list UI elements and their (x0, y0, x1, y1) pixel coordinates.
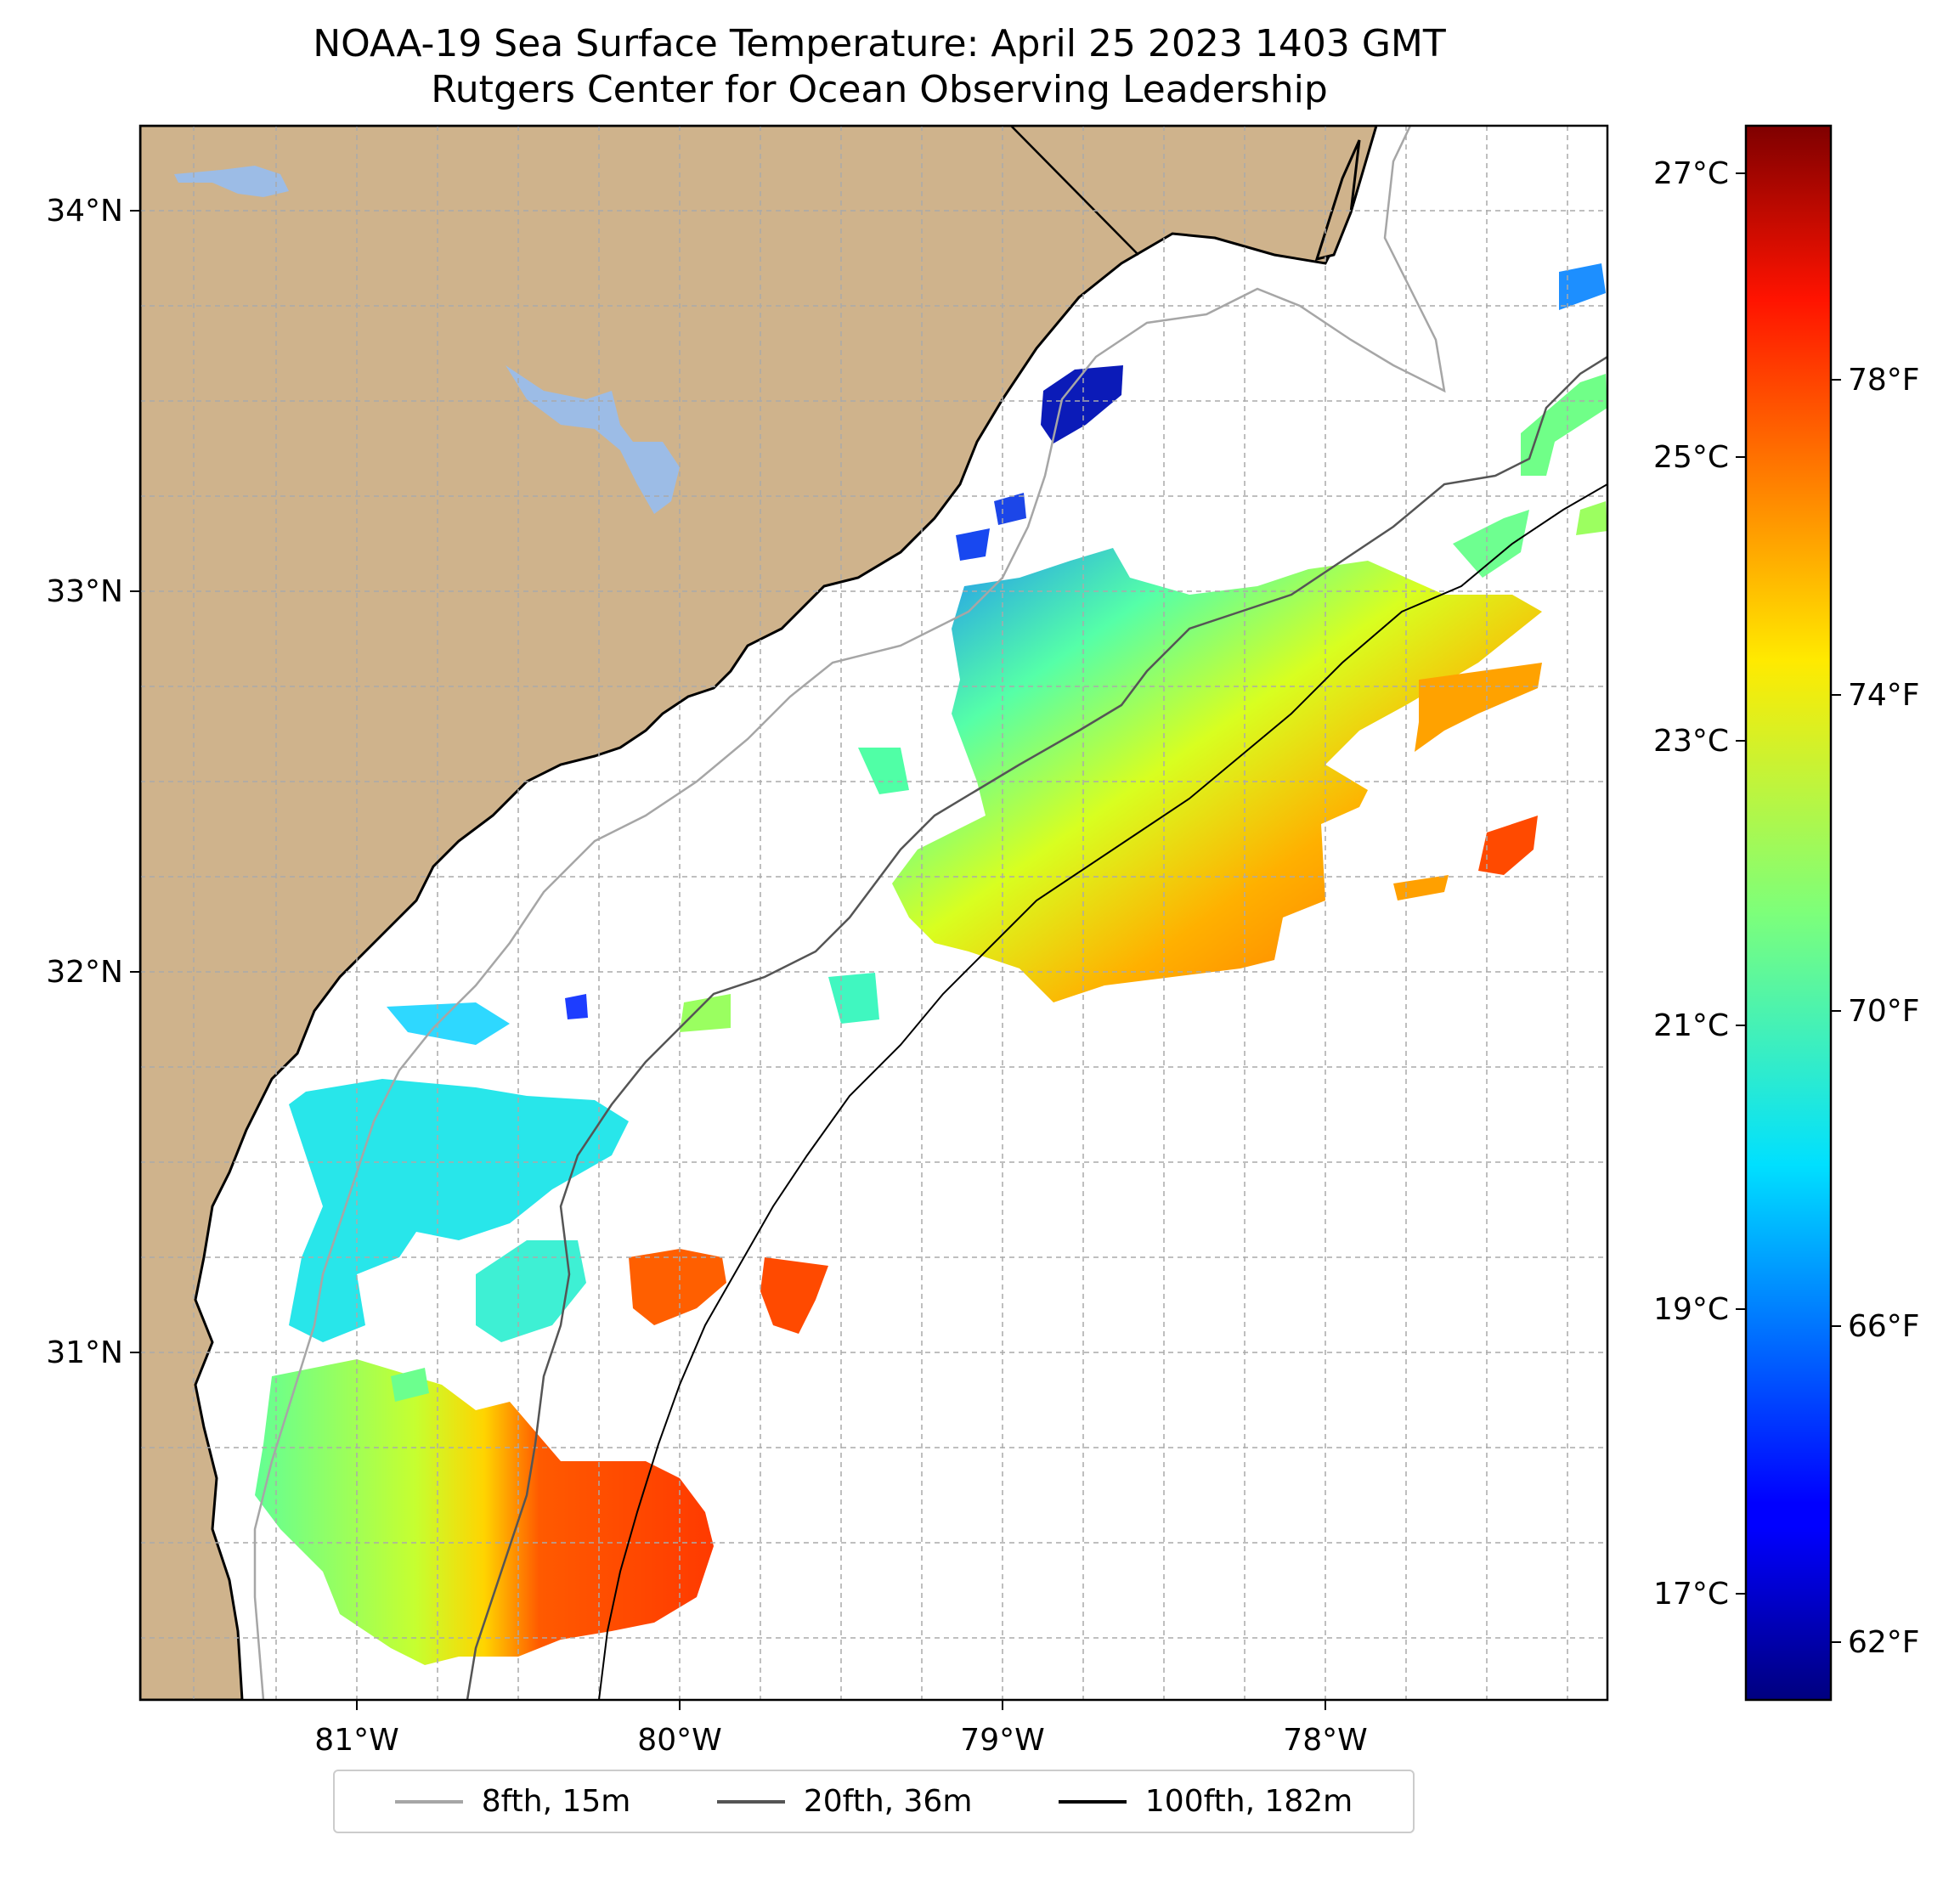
lat-label-34: 34°N (46, 194, 123, 229)
colorbar-fahrenheit-78: 78°F (1848, 363, 1920, 398)
lon-label-78: 78°W (1283, 1723, 1367, 1758)
colorbar-fahrenheit-66: 66°F (1848, 1309, 1920, 1344)
sst-patch-small-blue-2 (956, 528, 990, 561)
legend-label-8fth: 8fth, 15m (481, 1784, 631, 1819)
land-mainland (140, 126, 1378, 1700)
colorbar-gradient (1744, 124, 1833, 1702)
colorbar: 27°C 25°C 23°C 21°C 19°C 17°C 78°F 74°F … (1653, 124, 1920, 1702)
contour-20fth (466, 355, 1607, 1700)
sst-patch-east-warm-2 (1393, 875, 1449, 900)
legend-label-20fth: 20fth, 36m (803, 1784, 973, 1819)
sst-patch-ne-4 (1576, 501, 1607, 535)
sst-patch-hot-2 (760, 1257, 828, 1334)
sst-patch-hot-1 (629, 1249, 726, 1325)
sst-patch-southwest-cyan (289, 1079, 629, 1342)
legend-item-20fth: 20fth, 36m (716, 1784, 973, 1819)
legend-label-100fth: 100fth, 182m (1144, 1784, 1353, 1819)
map-subtitle: Rutgers Center for Ocean Observing Leade… (431, 68, 1328, 111)
map-area (140, 126, 1607, 1700)
sst-patch-ne-2 (1521, 374, 1607, 476)
colorbar-fahrenheit-74: 74°F (1848, 678, 1920, 713)
legend-item-8fth: 8fth, 15m (394, 1784, 631, 1819)
sst-patch-east-hot (1478, 816, 1538, 875)
lat-label-32: 32°N (46, 955, 123, 990)
colorbar-celsius-21: 21°C (1653, 1008, 1729, 1043)
lon-label-79: 79°W (960, 1723, 1044, 1758)
sst-patch-north-cold (1041, 365, 1123, 443)
colorbar-fahrenheit-70: 70°F (1848, 994, 1920, 1029)
colorbar-celsius-27: 27°C (1653, 156, 1729, 191)
gridlines (140, 126, 1607, 1700)
colorbar-celsius-19: 19°C (1653, 1292, 1729, 1327)
colorbar-celsius-25: 25°C (1653, 440, 1729, 475)
sst-patch-sw-cyan (387, 1002, 510, 1045)
map-border (138, 124, 1609, 1702)
lat-label-31: 31°N (46, 1335, 123, 1370)
state-border (1010, 126, 1139, 256)
latitude-axis: 34°N 33°N 32°N 31°N (46, 194, 140, 1370)
legend-line-20fth (716, 1799, 785, 1804)
sst-patch-mid-green (858, 748, 909, 794)
legend-line-8fth (394, 1799, 463, 1804)
lon-label-80: 80°W (637, 1723, 721, 1758)
contour-8fth (253, 126, 1446, 1700)
contour-legend: 8fth, 15m 20fth, 36m 100fth, 182m (333, 1770, 1415, 1833)
longitude-axis: 81°W 80°W 79°W 78°W (314, 1700, 1368, 1758)
land-cape (1314, 139, 1361, 262)
map-title: NOAA-19 Sea Surface Temperature: April 2… (313, 22, 1446, 65)
sst-patch-east-strip (1415, 663, 1542, 752)
contour-100fth (598, 483, 1607, 1700)
sst-patch-coast-small (391, 1368, 429, 1402)
colorbar-celsius-23: 23°C (1653, 724, 1729, 759)
legend-line-100fth (1058, 1799, 1127, 1804)
colorbar-celsius-17: 17°C (1653, 1577, 1729, 1612)
colorbar-fahrenheit-62: 62°F (1848, 1625, 1920, 1660)
lake-2 (506, 365, 680, 514)
lat-label-33: 33°N (46, 574, 123, 609)
legend-item-100fth: 100fth, 182m (1058, 1784, 1353, 1819)
sst-patch-blue-spot (565, 994, 588, 1019)
sst-patch-mid-3 (680, 994, 731, 1032)
sst-patch-ne-3 (1453, 510, 1529, 578)
sst-patch-sw-mid (476, 1240, 586, 1342)
sst-patch-ne-1 (1559, 263, 1606, 310)
lake-1 (174, 166, 289, 197)
lon-label-81: 81°W (314, 1723, 398, 1758)
